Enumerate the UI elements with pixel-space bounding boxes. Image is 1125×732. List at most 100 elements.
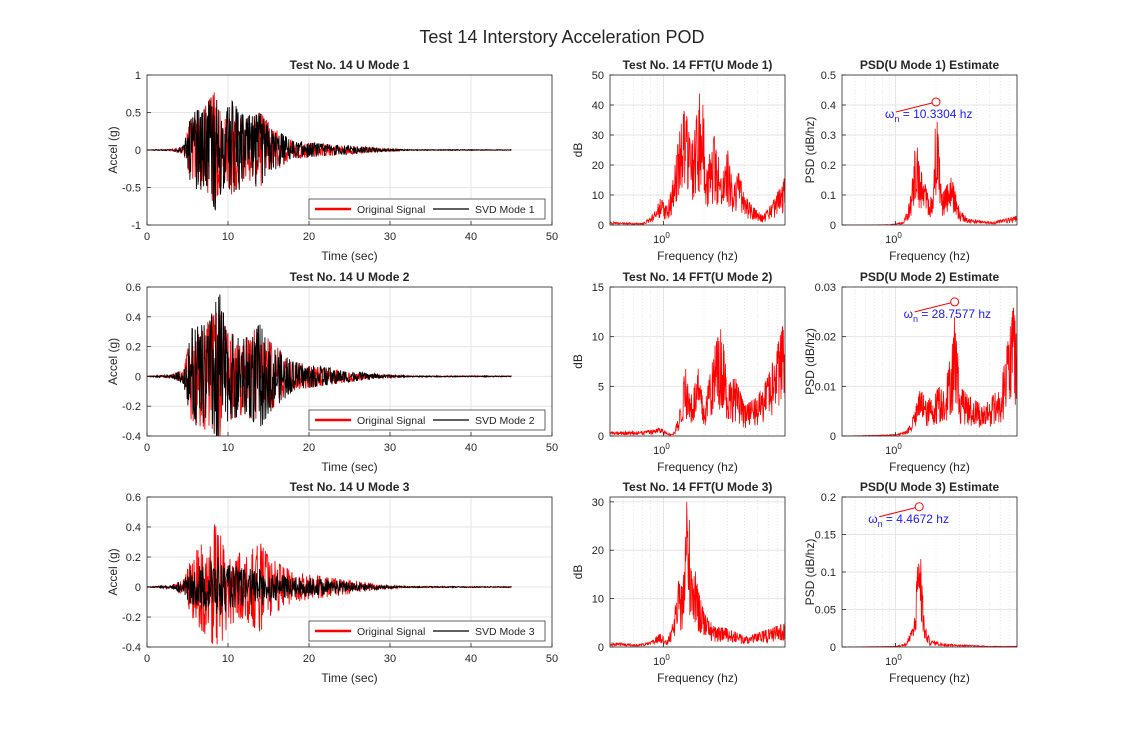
x-tick-label: 40 [465, 442, 477, 454]
subplot-title: Test No. 14 FFT(U Mode 3) [623, 480, 773, 494]
y-tick-label: 0.2 [126, 552, 141, 564]
axes-box [146, 286, 553, 437]
x-axis-label: Frequency (hz) [657, 671, 738, 685]
y-tick-label: 0.6 [126, 282, 141, 294]
x-axis-label: Frequency (hz) [889, 249, 970, 263]
y-tick-label: -0.2 [122, 401, 141, 413]
legend-label: Original Signal [357, 415, 425, 427]
peak-annotation: ωn = 10.3304 hz [885, 107, 972, 124]
subplot-title: Test No. 14 FFT(U Mode 1) [623, 58, 773, 72]
axes-box [841, 74, 1018, 226]
x-tick-label: 100 [653, 442, 670, 457]
y-tick-label: 0.5 [821, 70, 836, 82]
y-tick-label: 5 [598, 381, 604, 393]
subplot-7: -0.4 -0.2 0 0.2 0.4 0.6 0 10 20 30 40 50 Test No. 14… [106, 480, 558, 685]
series-line-2 [147, 294, 512, 436]
legend: Original Signal SVD Mode 1 [308, 198, 546, 220]
series-line-1 [610, 93, 785, 225]
legend-label: SVD Mode 3 [475, 626, 535, 638]
x-tick-label: 10 [222, 442, 234, 454]
x-axis-label: Frequency (hz) [657, 460, 738, 474]
y-tick-label: 0.15 [815, 530, 836, 542]
y-tick-label: -0.2 [122, 612, 141, 624]
subplot-title: Test No. 14 U Mode 2 [290, 270, 410, 284]
y-tick-label: -1 [131, 220, 141, 232]
subplot-title: Test No. 14 FFT(U Mode 2) [623, 270, 773, 284]
y-tick-label: 0.4 [821, 100, 836, 112]
subplot-9: 0 0.05 0.1 0.15 0.2 100 PSD(U Mode 3) Estimate… [803, 480, 1018, 685]
subplot-title: Test No. 14 U Mode 1 [290, 58, 410, 72]
y-tick-label: 0 [598, 642, 604, 654]
peak-marker [914, 502, 924, 512]
subplot-title: PSD(U Mode 2) Estimate [860, 270, 1000, 284]
x-tick-label: 50 [546, 653, 558, 665]
x-tick-label: 0 [144, 231, 150, 243]
y-tick-label: 30 [592, 130, 604, 142]
plot-area [842, 75, 1017, 225]
peak-marker [931, 97, 941, 107]
y-axis-label: Accel (g) [106, 548, 120, 595]
y-axis-label: dB [571, 354, 585, 369]
subplot-title: PSD(U Mode 3) Estimate [860, 480, 1000, 494]
y-tick-label: 0.3 [821, 130, 836, 142]
annotation-leader [879, 507, 916, 518]
y-tick-label: 0.4 [126, 522, 141, 534]
y-tick-label: 10 [592, 332, 604, 344]
x-tick-label: 40 [465, 231, 477, 243]
legend-label: Original Signal [357, 204, 425, 216]
figure-title: Test 14 Interstory Acceleration POD [419, 27, 704, 47]
legend: Original Signal SVD Mode 2 [308, 409, 546, 431]
series-group [610, 501, 785, 647]
x-tick-label: 10 [222, 231, 234, 243]
series-group [610, 326, 785, 436]
x-axis-label: Time (sec) [321, 460, 377, 474]
x-tick-label: 30 [384, 653, 396, 665]
y-tick-label: 50 [592, 70, 604, 82]
y-tick-label: 0 [598, 220, 604, 232]
plot-area [610, 497, 785, 647]
x-tick-label: 100 [885, 442, 902, 457]
peak-marker [950, 297, 960, 307]
legend-box [308, 620, 546, 642]
y-tick-label: 0.4 [126, 312, 141, 324]
y-tick-label: 0 [135, 145, 141, 157]
y-tick-label: 0.02 [815, 332, 836, 344]
legend: Original Signal SVD Mode 3 [308, 620, 546, 642]
series-group [147, 92, 512, 211]
y-axis-label: dB [571, 143, 585, 158]
x-tick-label: 10 [222, 653, 234, 665]
y-tick-label: 15 [592, 282, 604, 294]
y-tick-label: 0 [598, 431, 604, 443]
x-tick-label: 20 [303, 231, 315, 243]
y-tick-label: 0.1 [821, 567, 836, 579]
y-tick-label: 30 [592, 497, 604, 509]
axes-box [609, 286, 786, 437]
y-axis-label: PSD (dB/hz) [803, 328, 817, 395]
series-group [147, 294, 512, 436]
subplot-3: 0 0.1 0.2 0.3 0.4 0.5 100 PSD(U Mode 1) Estimat… [803, 58, 1018, 263]
axes-box [609, 496, 786, 648]
x-axis-label: Frequency (hz) [889, 460, 970, 474]
subplot-title: PSD(U Mode 1) Estimate [860, 58, 1000, 72]
peak-annotation: ωn = 28.7577 hz [904, 307, 991, 324]
subplot-2: 0 10 20 30 40 50 100 Test No. 14 FFT(U Mode 1) F… [571, 58, 786, 263]
y-tick-label: 0.01 [815, 381, 836, 393]
axes-box [841, 286, 1018, 437]
peak-annotation: ωn = 4.4672 hz [868, 512, 949, 529]
y-tick-label: 0.03 [815, 282, 836, 294]
legend-label: Original Signal [357, 626, 425, 638]
x-tick-label: 50 [546, 442, 558, 454]
y-tick-label: 0.5 [126, 108, 141, 120]
y-tick-label: 0.2 [126, 342, 141, 354]
x-axis-label: Time (sec) [321, 249, 377, 263]
y-tick-label: 20 [592, 160, 604, 172]
x-tick-label: 0 [144, 653, 150, 665]
series-group [147, 524, 512, 645]
y-tick-label: 0.05 [815, 605, 836, 617]
y-tick-label: -0.5 [122, 183, 141, 195]
y-axis-label: dB [571, 565, 585, 580]
x-tick-label: 50 [546, 231, 558, 243]
subplot-title: Test No. 14 U Mode 3 [290, 480, 410, 494]
